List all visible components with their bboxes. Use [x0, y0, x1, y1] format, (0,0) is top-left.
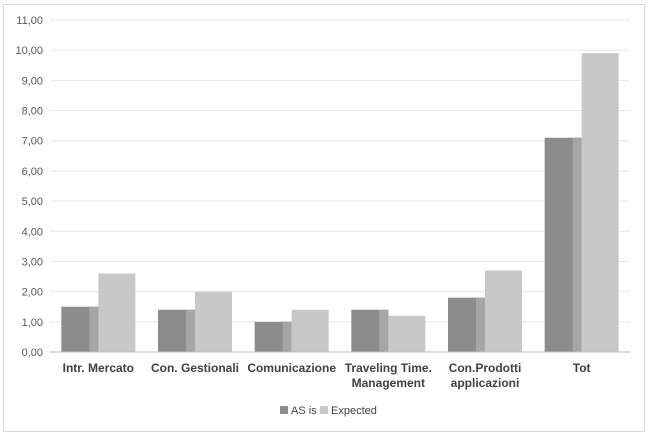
x-tick-label-line: Management	[352, 376, 425, 390]
x-tick-label-line: Tot	[573, 361, 591, 375]
x-tick-label: Con. Gestionali	[151, 361, 239, 375]
bar-as-is	[351, 309, 389, 352]
y-tick-label: 9,00	[22, 75, 43, 87]
bar-as-is	[158, 309, 195, 352]
x-tick-label-line: Con.Prodotti	[449, 361, 522, 375]
x-tick-label: Traveling Time. Management	[345, 361, 432, 390]
x-tick-label: Intr. Mercato	[63, 361, 134, 375]
x-tick-label: Tot	[573, 361, 591, 375]
bar-expected	[195, 291, 232, 352]
x-tick-label-line: Con. Gestionali	[151, 361, 239, 375]
x-tick-label-line: Comunicazione	[247, 361, 336, 375]
legend-swatch	[320, 406, 328, 414]
x-tick-label: Comunicazione	[247, 361, 336, 375]
bar-shade	[89, 306, 99, 352]
x-tick-label: Con.Prodotti applicazioni	[449, 361, 522, 390]
bar-as-is	[61, 306, 99, 352]
bar-expected	[291, 309, 329, 352]
y-tick-label: 11,00	[16, 15, 43, 27]
bar-expected	[485, 270, 522, 352]
bar-body	[388, 315, 426, 352]
x-tick-label-line: applicazioni	[451, 376, 520, 390]
y-tick-label: 10,00	[15, 45, 43, 57]
x-tick-label-line: Intr. Mercato	[63, 361, 134, 375]
bar-expected	[581, 53, 619, 352]
y-tick-label: 8,00	[22, 106, 43, 118]
y-tick-label: 6,00	[22, 166, 43, 178]
bar-as-is	[448, 297, 485, 352]
bar-as-is	[254, 321, 292, 352]
x-tick-label-line: Traveling Time.	[345, 361, 432, 375]
bar-body	[485, 270, 522, 352]
legend-label: Expected	[331, 405, 377, 417]
bar-shade	[379, 309, 389, 352]
y-tick-label: 4,00	[22, 226, 43, 238]
y-tick-label: 1,00	[22, 317, 43, 329]
bar-as-is	[544, 137, 582, 352]
bar-body	[291, 309, 329, 352]
bar-shade	[572, 137, 582, 352]
bar-body	[98, 273, 136, 352]
legend-label: AS is	[291, 405, 317, 417]
y-tick-label: 2,00	[22, 287, 43, 299]
chart-frame	[3, 4, 645, 432]
legend-swatch	[280, 406, 288, 414]
bar-shade	[476, 297, 485, 352]
y-tick-label: 0,00	[22, 347, 43, 359]
bar-shade	[282, 321, 292, 352]
y-tick-label: 7,00	[22, 136, 43, 148]
bar-body	[581, 53, 619, 352]
bar-shade	[186, 309, 195, 352]
bar-expected	[388, 315, 426, 352]
y-tick-label: 5,00	[22, 196, 43, 208]
bar-expected	[98, 273, 136, 352]
bar-body	[195, 291, 232, 352]
y-tick-label: 3,00	[22, 256, 43, 268]
